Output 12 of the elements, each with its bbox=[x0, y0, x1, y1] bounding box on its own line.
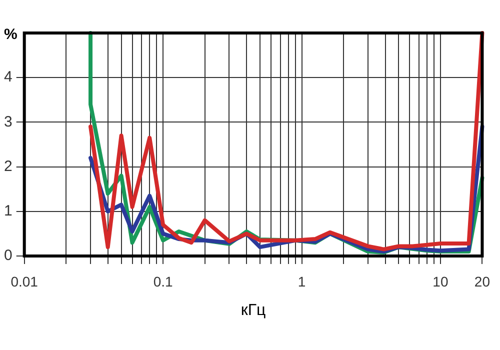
y-tick-label: 2 bbox=[4, 158, 12, 175]
y-axis-title: % bbox=[4, 26, 18, 44]
y-tick-label: 0 bbox=[4, 247, 12, 264]
x-tick-label: 0.01 bbox=[10, 273, 38, 290]
y-tick-label: 1 bbox=[4, 202, 12, 220]
x-tick-label: 1 bbox=[298, 273, 306, 290]
x-tick-label: 10 bbox=[432, 273, 448, 290]
x-tick-label: 0.1 bbox=[153, 273, 173, 290]
y-tick-label: 3 bbox=[4, 113, 12, 130]
y-tick-label: 4 bbox=[4, 68, 12, 86]
x-tick-label: 20 bbox=[474, 273, 490, 290]
x-axis-title: кГц bbox=[240, 302, 266, 319]
